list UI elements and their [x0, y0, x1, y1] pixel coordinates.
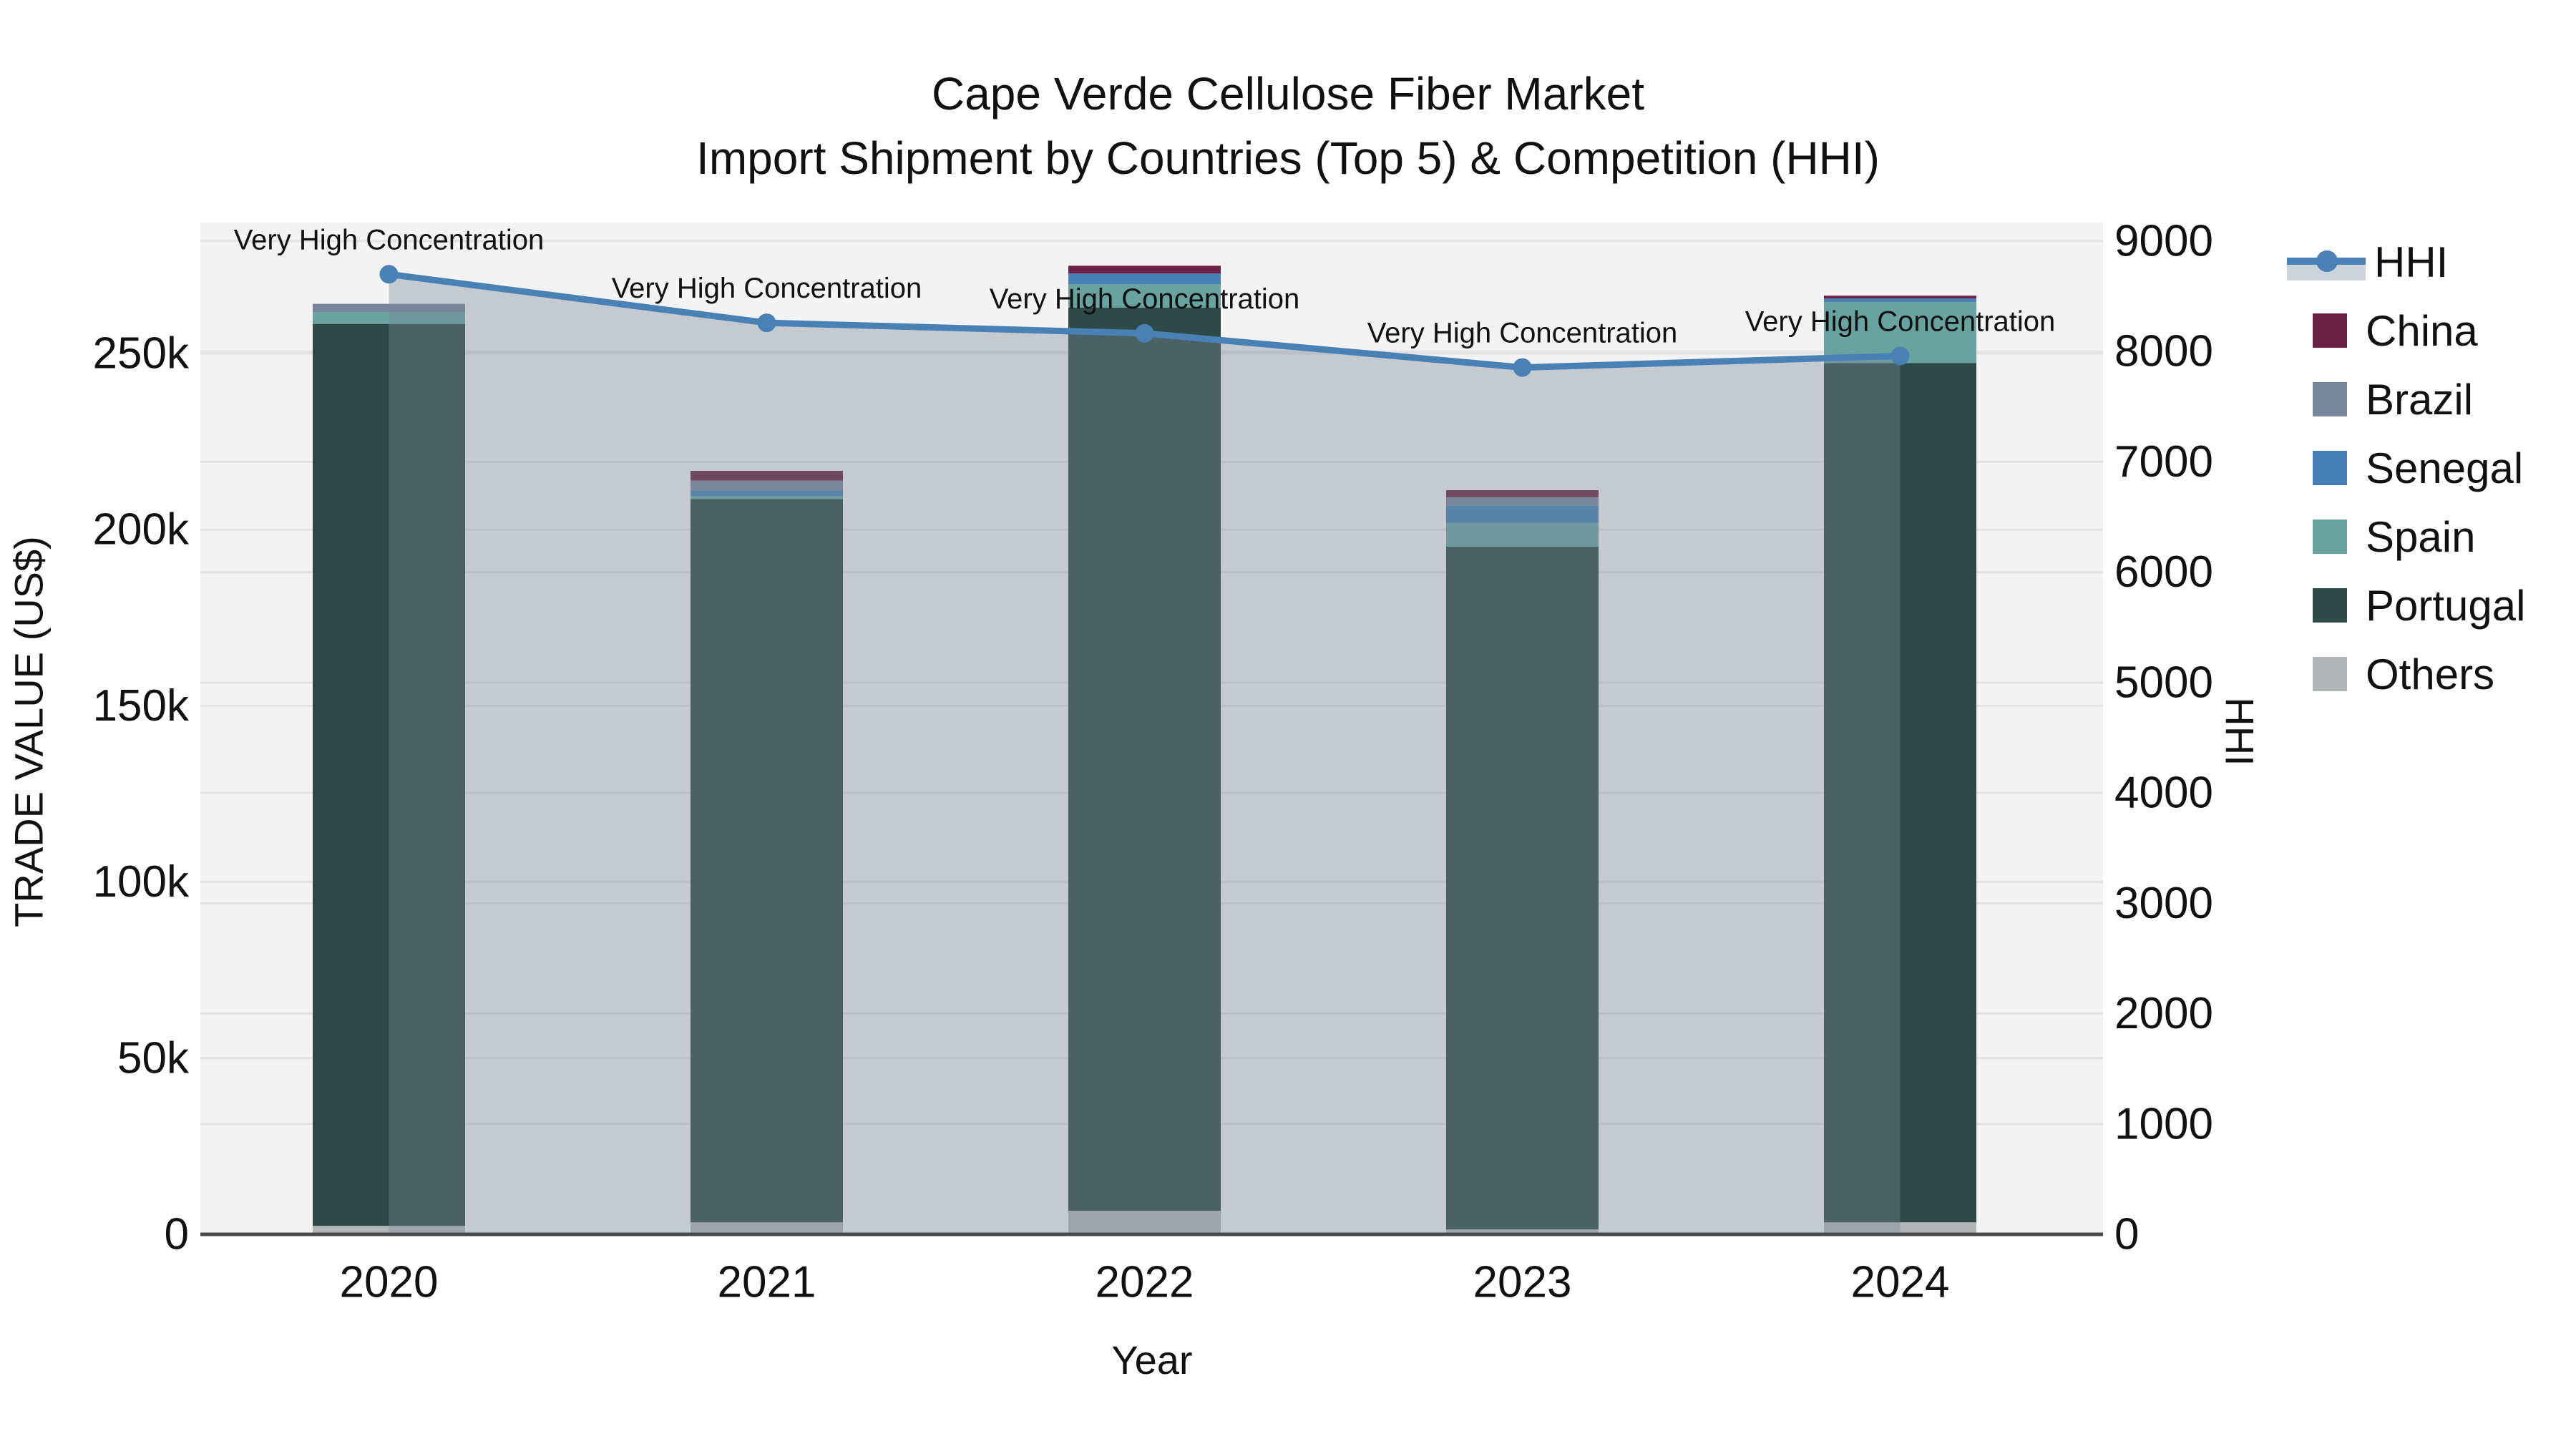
chart-title: Cape Verde Cellulose Fiber Market Import… — [0, 62, 2576, 190]
annotation-2023: Very High Concentration — [1367, 318, 1678, 349]
right-tick-5000: 5000 — [2114, 658, 2213, 707]
bar-segment-brazil-2021[interactable] — [691, 480, 843, 491]
bar-segment-portugal-2021[interactable] — [691, 499, 843, 1223]
annotation-2024: Very High Concentration — [1745, 306, 2056, 337]
right-tick-9000: 9000 — [2114, 217, 2213, 266]
bar-segment-senegal-2021[interactable] — [691, 490, 843, 497]
bar-segment-senegal-2023[interactable] — [1446, 505, 1599, 523]
x-tick-2024: 2024 — [1851, 1258, 1950, 1307]
left-axis-title: TRADE VALUE (US$) — [6, 536, 52, 927]
bar-segment-china-2023[interactable] — [1446, 490, 1599, 497]
left-tick-200k: 200k — [93, 505, 190, 555]
hhi-marker-2020[interactable] — [379, 265, 399, 284]
bar-segment-spain-2020[interactable] — [313, 312, 465, 324]
legend-swatch-portugal — [2313, 588, 2347, 623]
legend-item-spain[interactable]: Spain — [2287, 502, 2525, 571]
legend-label: Senegal — [2366, 444, 2524, 492]
x-tick-2021: 2021 — [718, 1258, 816, 1307]
right-tick-8000: 8000 — [2114, 327, 2213, 376]
legend-label: Portugal — [2366, 581, 2526, 630]
legend-item-hhi[interactable]: HHI — [2287, 228, 2525, 296]
legend-swatch-others — [2313, 657, 2347, 691]
left-tick-150k: 150k — [93, 681, 190, 731]
hhi-area-fill — [389, 274, 1901, 1235]
bar-segment-portugal-2023[interactable] — [1446, 546, 1599, 1230]
right-axis-title: HHI — [2217, 697, 2263, 766]
bar-segment-senegal-2024[interactable] — [1824, 298, 1976, 303]
bar-segment-brazil-2023[interactable] — [1446, 497, 1599, 506]
hhi-line-sample-icon — [2287, 240, 2366, 283]
bar-segment-portugal-2022[interactable] — [1068, 307, 1221, 1211]
hhi-marker-2024[interactable] — [1890, 346, 1910, 366]
legend-item-brazil[interactable]: Brazil — [2287, 365, 2525, 434]
bar-segment-spain-2022[interactable] — [1068, 283, 1221, 308]
legend-item-portugal[interactable]: Portugal — [2287, 571, 2525, 640]
x-tick-2023: 2023 — [1473, 1258, 1572, 1307]
left-tick-50k: 50k — [117, 1033, 190, 1083]
legend-label: Brazil — [2366, 375, 2474, 424]
bar-segment-china-2022[interactable] — [1068, 265, 1221, 274]
right-tick-2000: 2000 — [2114, 989, 2213, 1038]
legend-label: China — [2366, 306, 2478, 355]
bar-segment-spain-2023[interactable] — [1446, 522, 1599, 547]
legend-swatch-china — [2313, 313, 2347, 348]
legend-swatch-spain — [2313, 519, 2347, 554]
legend-item-others[interactable]: Others — [2287, 640, 2525, 708]
legend: HHI China Brazil Senegal Spain Portugal Others — [2287, 228, 2525, 708]
legend-label: Spain — [2366, 512, 2476, 561]
hhi-marker-2021[interactable] — [757, 313, 776, 333]
chart-title-line2: Import Shipment by Countries (Top 5) & C… — [696, 132, 1880, 184]
legend-item-senegal[interactable]: Senegal — [2287, 434, 2525, 502]
right-tick-0: 0 — [2114, 1210, 2139, 1259]
annotation-2022: Very High Concentration — [990, 283, 1300, 315]
bar-segment-portugal-2020[interactable] — [313, 323, 465, 1226]
left-tick-0: 0 — [165, 1210, 189, 1259]
bar-segment-others-2022[interactable] — [1068, 1211, 1221, 1234]
left-tick-250k: 250k — [93, 329, 190, 379]
x-tick-2022: 2022 — [1096, 1258, 1194, 1307]
x-axis-title: Year — [1111, 1337, 1193, 1382]
legend-label: HHI — [2374, 238, 2449, 286]
hhi-marker-2023[interactable] — [1513, 358, 1532, 377]
bar-segment-others-2024[interactable] — [1824, 1222, 1976, 1234]
hhi-marker-2022[interactable] — [1135, 323, 1154, 343]
bar-segment-senegal-2022[interactable] — [1068, 273, 1221, 284]
annotation-2021: Very High Concentration — [612, 273, 922, 304]
legend-swatch-senegal — [2313, 451, 2347, 485]
bar-segment-others-2020[interactable] — [313, 1226, 465, 1234]
bar-segment-china-2021[interactable] — [691, 470, 843, 481]
right-tick-4000: 4000 — [2114, 769, 2213, 818]
x-tick-2020: 2020 — [340, 1258, 439, 1307]
legend-label: Others — [2366, 650, 2495, 698]
legend-swatch-brazil — [2313, 382, 2347, 416]
annotation-2020: Very High Concentration — [234, 224, 545, 255]
right-tick-1000: 1000 — [2114, 1099, 2213, 1148]
right-tick-6000: 6000 — [2114, 547, 2213, 597]
chart-title-line1: Cape Verde Cellulose Fiber Market — [931, 68, 1645, 119]
right-tick-3000: 3000 — [2114, 879, 2213, 928]
bar-segment-portugal-2024[interactable] — [1824, 363, 1976, 1223]
bar-segment-others-2021[interactable] — [691, 1222, 843, 1234]
bar-segment-others-2023[interactable] — [1446, 1229, 1599, 1234]
bar-segment-spain-2021[interactable] — [691, 496, 843, 499]
bar-segment-brazil-2020[interactable] — [313, 303, 465, 313]
legend-item-china[interactable]: China — [2287, 296, 2525, 365]
left-tick-100k: 100k — [93, 857, 190, 907]
bar-segment-china-2024[interactable] — [1824, 296, 1976, 299]
right-tick-7000: 7000 — [2114, 437, 2213, 487]
